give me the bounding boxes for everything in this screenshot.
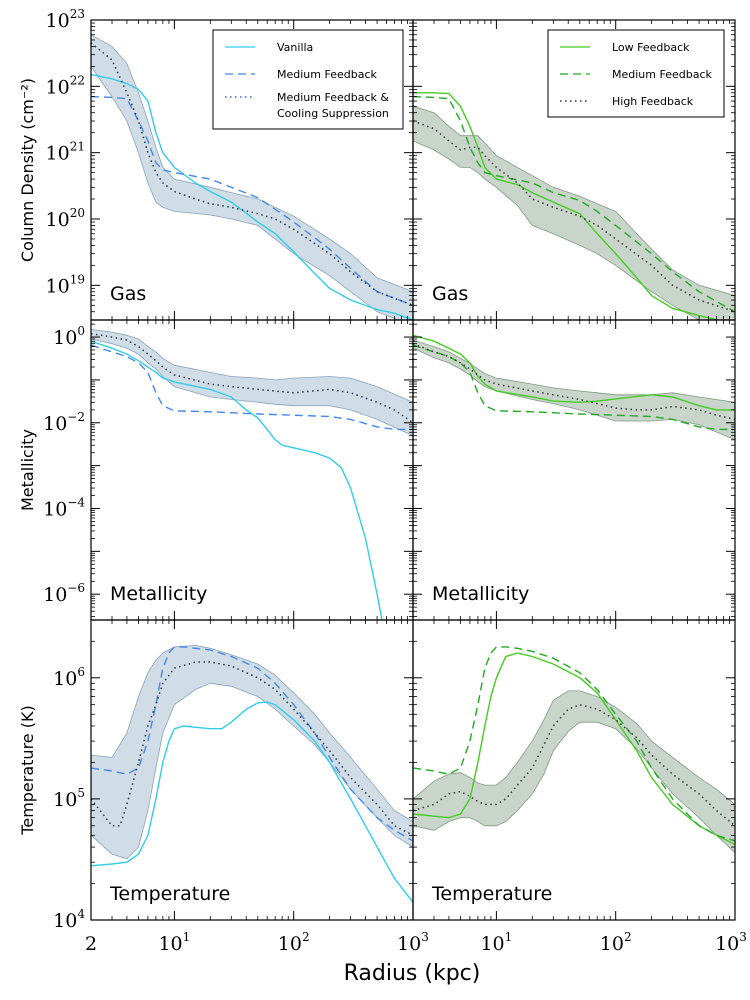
legend-label: Vanilla (277, 41, 313, 54)
y-tick-label: 1020 (46, 206, 85, 231)
series-vanilla (91, 73, 413, 320)
panel-frame (90, 319, 414, 621)
legend-left: Vanilla Medium Feedback Medium Feedback & C… (212, 29, 404, 130)
y-tick-label: 105 (53, 786, 85, 811)
legend-right: Low Feedback Medium Feedback High Feedback (547, 29, 725, 118)
x-tick-label: 103 (397, 930, 429, 955)
legend-label: Medium Feedback & (277, 91, 389, 104)
y-tick-label: 104 (53, 907, 85, 932)
series-medium-feedback (413, 646, 735, 842)
panel-label-left: Temperature (109, 883, 230, 905)
series-medium-feedback (413, 95, 735, 313)
legend-label: Low Feedback (612, 41, 690, 54)
x-tick-label: 102 (600, 930, 632, 955)
x-tick-label: 101 (158, 930, 190, 955)
panel-label-left: Gas (110, 283, 146, 305)
panel-frame (412, 619, 736, 921)
series-vanilla (91, 340, 383, 620)
y-tick-label: 1019 (46, 272, 85, 297)
panel-2-right: Temperature (412, 619, 736, 921)
band-left (91, 34, 413, 320)
legend-label: Medium Feedback (277, 68, 377, 81)
legend-label: Cooling Suppression (277, 107, 389, 120)
panel-label-right: Metallicity (432, 583, 529, 605)
panel-1-left: Metallicity 100 10−2 10−4 10−6 Metallicity (18, 319, 414, 621)
panel-0-left: Gas 1019 1020 1021 1022 1023 Column Density (c… (18, 7, 414, 321)
series-medium-cooling (91, 42, 413, 307)
y-axis-label: Temperature (K) (18, 705, 37, 835)
legend-label: High Feedback (612, 95, 694, 108)
y-tick-label: 1021 (46, 140, 85, 165)
band-right (413, 339, 735, 441)
y-tick-label: 10−4 (43, 495, 85, 520)
panel-label-right: Temperature (431, 883, 552, 905)
x-axis-label: Radius (kpc) (344, 961, 481, 986)
panel-0-right: Gas (412, 19, 736, 321)
y-tick-label: 10−6 (43, 581, 85, 606)
y-axis-label: Column Density (cm⁻²) (18, 78, 37, 262)
series-low-feedback (413, 652, 735, 846)
y-tick-label: 100 (53, 324, 85, 349)
legend-label: Medium Feedback (612, 68, 712, 81)
panel-label-right: Gas (432, 283, 468, 305)
y-tick-label: 10−2 (43, 410, 85, 435)
panel-label-left: Metallicity (110, 583, 207, 605)
x-tick-label: 102 (278, 930, 310, 955)
series-vanilla (91, 701, 413, 903)
y-tick-label: 106 (53, 665, 85, 690)
series-medium-feedback (91, 344, 413, 431)
band-right (413, 690, 735, 854)
band-right (413, 105, 735, 320)
x-tick-label: 103 (715, 930, 747, 955)
panel-2-left: Temperature 104 105 106 Temperature (K) (18, 619, 414, 932)
series-low-feedback (413, 334, 735, 411)
band-left (91, 329, 413, 437)
x-tick-label: 2 (85, 933, 97, 955)
panel-1-right: Metallicity (412, 319, 736, 621)
y-tick-label: 1022 (46, 73, 85, 98)
y-tick-label: 1023 (46, 7, 85, 32)
series-low-feedback (413, 92, 721, 320)
series-high-feedback (413, 343, 735, 421)
series-medium-feedback (413, 344, 735, 431)
band-left (91, 644, 413, 860)
y-axis-label: Metallicity (18, 429, 37, 511)
x-tick-label: 101 (480, 930, 512, 955)
